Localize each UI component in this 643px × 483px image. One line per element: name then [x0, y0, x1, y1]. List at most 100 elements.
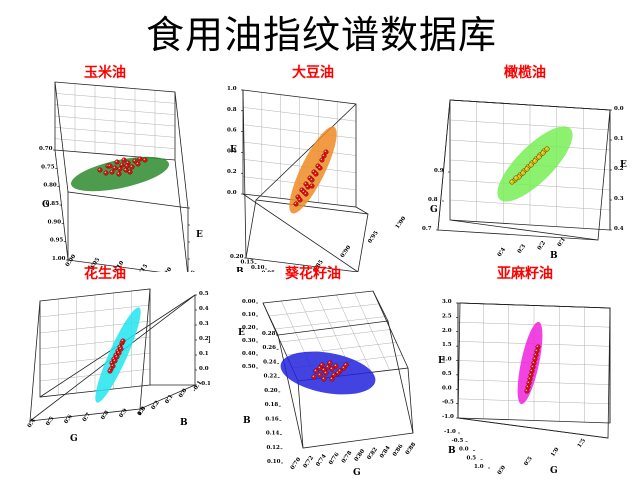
- E-tick-label: 0.20: [242, 325, 256, 331]
- E-tick-label: 0.0: [227, 190, 237, 196]
- data-point-highlight: [122, 158, 125, 160]
- data-point-highlight: [320, 158, 322, 160]
- data-point: [526, 380, 532, 386]
- data-point-highlight: [533, 159, 535, 161]
- B-tick-label: -1.0: [444, 429, 456, 435]
- G-tick-label: 0.7: [422, 226, 432, 232]
- B-tick-label: 0.5: [467, 455, 477, 461]
- chart-panel-corn-oil: 玉米油 0.000.050.100.150.200.25B1.000.950.9…: [0, 62, 210, 272]
- data-point: [303, 191, 309, 197]
- grid-line: [457, 398, 611, 405]
- E-tick-label: 0.5: [199, 291, 209, 297]
- data-point-highlight: [111, 364, 114, 366]
- E-tick-label: 0.6: [227, 128, 237, 134]
- G-tick-label: 0.95: [367, 230, 380, 245]
- data-point: [107, 368, 113, 374]
- data-point-highlight: [545, 147, 547, 149]
- data-point: [317, 165, 323, 171]
- G-tick-label: 1.00: [52, 256, 66, 262]
- data-point-highlight: [533, 357, 535, 359]
- G-tick-label: 0.5: [45, 416, 56, 427]
- E-tick-label: 1.5: [442, 342, 452, 348]
- data-point-highlight: [316, 164, 318, 166]
- E-tick-label: 0.2: [614, 166, 624, 172]
- data-point: [107, 163, 113, 169]
- G-tick-label: 0.88: [405, 442, 418, 457]
- B-tick-label: 0.28: [262, 331, 276, 337]
- data-point: [319, 362, 325, 368]
- data-point-highlight: [528, 377, 530, 379]
- data-point: [142, 157, 148, 163]
- data-point-highlight: [322, 377, 324, 379]
- data-point-highlight: [108, 369, 111, 371]
- G-tick-label: 0.9: [118, 408, 129, 419]
- data-point-highlight: [110, 361, 113, 363]
- chart-svg: 0.200.150.100.050.00B0.800.850.900.951.0…: [227, 86, 407, 273]
- B-tick-label: 0.2: [150, 400, 161, 411]
- B-tick-label: 0.22: [264, 374, 278, 380]
- chart-panel-linseed-oil: 亚麻籽油 -1.0 -0.5 0.0 0.5 1.0 B 0.0 0.5 1.0 1.5 G -1.0…: [420, 263, 630, 476]
- data-point-highlight: [334, 364, 336, 366]
- E-tick-label: 0.4: [614, 226, 624, 232]
- G-tick-label: 0.8: [100, 410, 111, 421]
- data-point-highlight: [312, 170, 314, 172]
- data-point: [544, 146, 550, 152]
- data-point: [520, 170, 526, 176]
- data-point-highlight: [514, 176, 516, 178]
- data-point-highlight: [328, 361, 330, 363]
- data-point-highlight: [320, 363, 322, 365]
- data-point: [116, 171, 122, 177]
- data-point-highlight: [126, 161, 128, 163]
- data-point: [528, 162, 534, 168]
- box-edge: [54, 81, 69, 193]
- data-point: [311, 374, 317, 380]
- E-tick-label: 1.0: [227, 86, 237, 92]
- G-tick-label: 0.90: [48, 219, 62, 225]
- grid-line: [39, 368, 151, 382]
- E-axis-label: E: [238, 328, 245, 338]
- E-tick-label: 0.50: [242, 364, 256, 370]
- E-tick-label: 0.1: [199, 351, 209, 357]
- data-point: [124, 163, 130, 169]
- data-point-highlight: [138, 157, 140, 159]
- data-point-highlight: [117, 172, 120, 174]
- B-tick-label: 0.10: [267, 459, 281, 465]
- data-point-highlight: [98, 168, 101, 170]
- data-point: [109, 169, 115, 175]
- G-tick-label: 0.82: [366, 447, 379, 462]
- G-tick-label: 0.6: [63, 414, 74, 425]
- data-point-highlight: [310, 184, 312, 186]
- data-point-highlight: [124, 168, 127, 170]
- box-edge: [174, 159, 188, 272]
- data-point-highlight: [529, 163, 531, 165]
- B-tick-label: 0.05: [262, 271, 276, 273]
- data-point: [536, 154, 542, 160]
- data-point: [333, 363, 339, 369]
- box-edge: [355, 206, 369, 215]
- chart-panel-soybean-oil: 大豆油 0.200.150.100.050.00B0.800.850.900.9…: [208, 62, 418, 272]
- data-point-highlight: [326, 365, 328, 367]
- box-edge: [255, 103, 357, 201]
- data-point-highlight: [534, 353, 536, 355]
- data-point-highlight: [535, 349, 537, 351]
- data-point: [513, 175, 519, 181]
- data-point: [524, 388, 530, 394]
- E-axis-label: E: [620, 160, 627, 170]
- data-point: [127, 169, 133, 175]
- data-point-highlight: [117, 351, 120, 353]
- E-tick-label: 0.5: [442, 371, 452, 377]
- E-tick-label: 0.3: [614, 196, 624, 202]
- E-axis-label: E: [208, 336, 210, 346]
- data-point: [317, 372, 323, 378]
- G-tick-label: 0.86: [392, 443, 405, 458]
- data-point: [114, 159, 120, 165]
- data-point-highlight: [113, 359, 116, 361]
- data-point: [313, 368, 319, 374]
- B-tick-label: 0.12: [266, 445, 280, 451]
- data-point-highlight: [118, 345, 121, 347]
- data-point-highlight: [121, 339, 124, 341]
- confidence-ellipse: [497, 126, 573, 202]
- G-tick-label: 0.95: [50, 238, 64, 244]
- data-point: [129, 164, 135, 170]
- E-tick-label: 0.2: [227, 169, 237, 175]
